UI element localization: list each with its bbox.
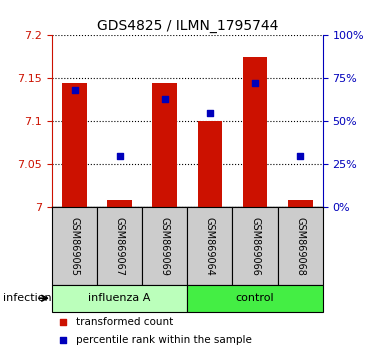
Bar — [278, 207, 323, 285]
Text: influenza A: influenza A — [88, 293, 151, 303]
Point — [162, 96, 168, 102]
Bar — [197, 121, 222, 207]
Bar — [107, 200, 132, 207]
Bar — [52, 285, 187, 312]
Bar — [288, 200, 313, 207]
Point — [207, 110, 213, 115]
Title: GDS4825 / ILMN_1795744: GDS4825 / ILMN_1795744 — [97, 19, 278, 33]
Bar — [187, 207, 233, 285]
Text: GSM869066: GSM869066 — [250, 217, 260, 275]
Text: GSM869067: GSM869067 — [115, 217, 125, 275]
Text: control: control — [236, 293, 275, 303]
Text: percentile rank within the sample: percentile rank within the sample — [76, 335, 252, 344]
Bar — [187, 285, 323, 312]
Text: infection: infection — [3, 293, 52, 303]
Bar — [62, 82, 87, 207]
Point — [60, 320, 66, 325]
Bar — [233, 207, 278, 285]
Bar — [243, 57, 267, 207]
Point — [252, 81, 258, 86]
Text: GSM869068: GSM869068 — [295, 217, 305, 275]
Point — [60, 337, 66, 342]
Point — [72, 87, 78, 93]
Text: GSM869069: GSM869069 — [160, 217, 170, 275]
Bar — [52, 207, 97, 285]
Text: GSM869064: GSM869064 — [205, 217, 215, 275]
Text: GSM869065: GSM869065 — [69, 217, 79, 275]
Point — [297, 153, 303, 158]
Text: transformed count: transformed count — [76, 318, 174, 327]
Bar — [142, 207, 187, 285]
Point — [117, 153, 123, 158]
Bar — [152, 82, 177, 207]
Bar — [97, 207, 142, 285]
